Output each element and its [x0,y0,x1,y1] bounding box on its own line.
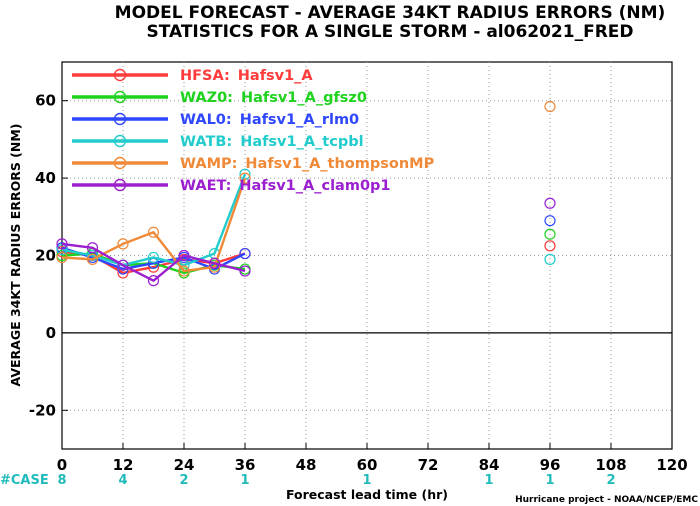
data-point-waet [56,238,68,250]
case-count-row: 8 4 2 1 1 1 1 2 [57,473,615,488]
legend-model-id: WAET: [180,178,231,194]
x-tick-label: 0 [57,456,67,474]
legend-model-id: WAZ0: [180,90,233,106]
legend-marker-waet [113,178,127,192]
x-tick-label: 48 [296,456,317,474]
legend-marker-waz0 [113,90,127,104]
y-tick-label: 60 [35,92,56,110]
case-count: 1 [362,473,371,488]
y-tick-label: 20 [35,247,56,265]
legend-model-name: Hafsv1_A_clam0p1 [239,178,390,194]
x-tick-label: 120 [656,456,687,474]
case-count: 1 [484,473,493,488]
legend-model-name: Hafsv1_A_thompsonMP [245,156,434,172]
series-line-watb [61,173,247,267]
x-tick-label: 84 [479,456,500,474]
case-count: 4 [118,473,127,488]
x-tick-label: 60 [357,456,378,474]
data-point-waet [86,242,99,254]
y-tick-label: 0 [46,324,56,342]
data-point-watb [147,251,160,264]
legend-entry-waz0: WAZ0: Hafsv1_A_gfsz0 [180,90,367,106]
data-point-watb [544,253,556,265]
case-count: 1 [545,473,554,488]
data-point-waet [117,259,129,271]
legend-entry-wamp: WAMP: Hafsv1_A_thompsonMP [180,156,435,172]
series-line-waet [61,242,246,282]
legend-marker-wal0 [113,112,127,126]
data-series [56,100,556,287]
legend: HFSA: Hafsv1_A WAZ0: Hafsv1_A_gfsz0 WAL0: Haf… [72,68,435,194]
data-point-waz0 [544,228,556,240]
x-tick-label: 72 [418,456,439,474]
legend-model-name: Hafsv1_A [238,68,314,84]
y-axis-title: AVERAGE 34KT RADIUS ERRORS (NM) [8,123,23,386]
y-tick-label: 40 [35,169,56,187]
chart-title-line-2: STATISTICS FOR A SINGLE STORM - al062021… [146,22,633,42]
series-line-wal0 [61,246,246,271]
legend-entry-hfsa: HFSA: Hafsv1_A [180,68,313,84]
x-tick-label: 96 [540,456,561,474]
x-tick-label: 24 [174,456,195,474]
legend-model-id: WATB: [180,134,232,150]
credit-text: Hurricane project - NOAA/NCEP/EMC [515,495,698,505]
legend-marker-watb [113,134,127,148]
legend-model-name: Hafsv1_A_rlm0 [240,112,359,128]
legend-model-name: Hafsv1_A_tcpbl [240,134,363,150]
case-count: 2 [606,473,615,488]
legend-model-name: Hafsv1_A_gfsz0 [241,90,367,106]
data-point-wamp [178,265,190,277]
data-point-waet [544,197,556,209]
data-point-wamp [86,253,99,265]
y-tick-label: -20 [29,401,56,419]
data-point-waet [147,275,160,287]
legend-entry-wal0: WAL0: Hafsv1_A_rlm0 [180,112,359,128]
case-count: 8 [57,473,66,488]
chart-title-line-1: MODEL FORECAST - AVERAGE 34KT RADIUS ERR… [115,3,666,23]
data-point-wamp [117,238,129,250]
data-point-waet [178,249,190,262]
axes: 0 12 24 36 48 60 72 84 96 108 120 -20 0 20 40 60 [29,92,688,474]
case-count: 2 [179,473,188,488]
data-point-wamp [147,226,160,238]
data-point-hfsa [544,240,556,252]
legend-marker-wamp [113,156,127,170]
x-tick-label: 12 [113,456,134,474]
x-tick-label: 36 [235,456,256,474]
legend-entry-waet: WAET: Hafsv1_A_clam0p1 [180,178,391,194]
data-point-wamp [544,100,556,113]
data-point-waet [239,265,251,277]
data-point-wal0 [544,215,556,227]
chart-title: MODEL FORECAST - AVERAGE 34KT RADIUS ERR… [115,3,666,42]
legend-model-id: HFSA: [180,68,230,84]
case-count: 1 [240,473,249,488]
legend-marker-hfsa [113,68,127,82]
data-point-wamp [56,251,68,264]
x-tick-label: 108 [595,456,626,474]
data-point-wal0 [239,247,251,260]
data-point-waet [208,257,221,269]
case-count-label: #CASE [0,473,49,488]
x-axis-title: Forecast lead time (hr) [286,487,448,502]
legend-entry-watb: WATB: Hafsv1_A_tcpbl [180,134,364,150]
legend-model-id: WAL0: [180,112,232,128]
data-point-wamp [239,172,251,184]
series-line-wamp [61,177,247,273]
legend-model-id: WAMP: [180,156,237,172]
